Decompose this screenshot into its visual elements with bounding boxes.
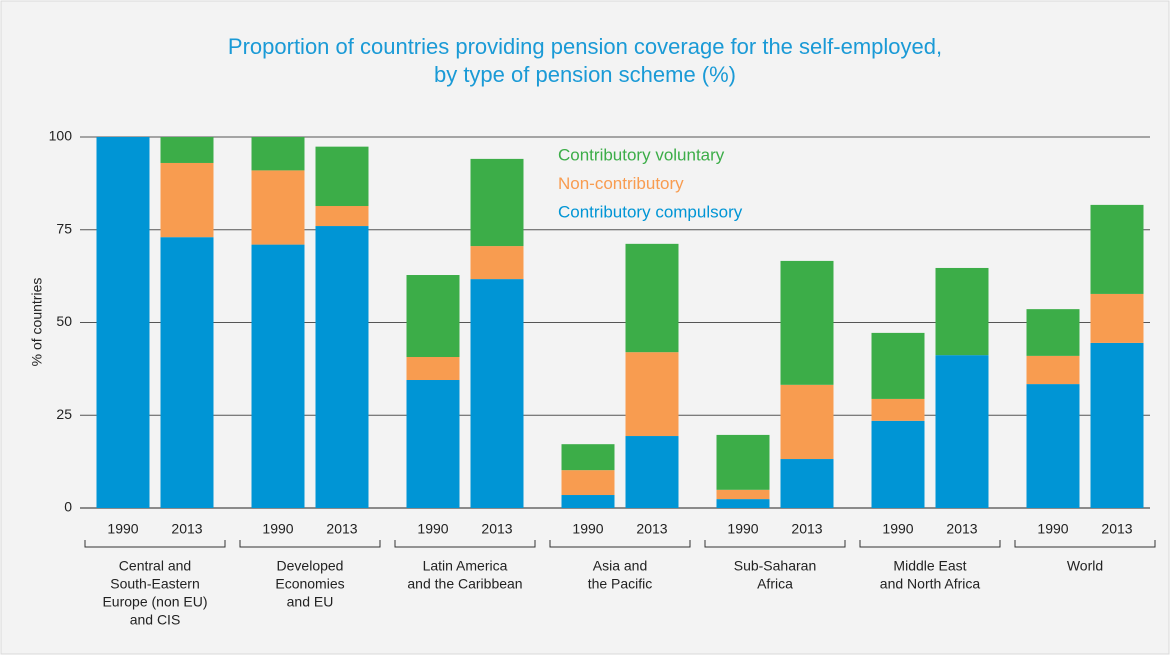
group-label: Central and xyxy=(119,558,191,574)
bar-segment xyxy=(160,162,214,238)
group-label: Africa xyxy=(757,576,793,592)
bar-segment xyxy=(871,332,925,399)
x-tick-label: 1990 xyxy=(417,521,448,537)
legend-entry: Contributory voluntary xyxy=(558,145,725,164)
y-tick-label: 100 xyxy=(49,128,73,144)
group-label: and CIS xyxy=(130,612,181,628)
group-label: Asia and xyxy=(593,558,647,574)
group-label: Europe (non EU) xyxy=(102,594,207,610)
bar-segment xyxy=(561,495,615,508)
bar-segment xyxy=(871,420,925,508)
chart-title: by type of pension scheme (%) xyxy=(434,62,736,87)
bar-segment xyxy=(716,434,770,490)
bar-segment xyxy=(625,243,679,353)
x-tick-label: 2013 xyxy=(326,521,357,537)
bar-segment xyxy=(716,499,770,508)
bar-segment xyxy=(561,444,615,471)
group-bracket xyxy=(84,540,226,548)
group-label: Developed xyxy=(277,558,344,574)
bar-segment xyxy=(935,355,989,508)
bar-segment xyxy=(470,246,524,280)
bar-segment xyxy=(470,158,524,247)
x-tick-label: 1990 xyxy=(1037,521,1068,537)
group-label: World xyxy=(1067,558,1103,574)
x-tick-label: 2013 xyxy=(481,521,512,537)
group-label: Economies xyxy=(275,576,344,592)
y-tick-label: 50 xyxy=(56,313,72,329)
bar-segment xyxy=(1026,384,1080,508)
bar-segment xyxy=(1026,309,1080,356)
bar-segment xyxy=(871,398,925,421)
group-label: the Pacific xyxy=(588,576,653,592)
bar-segment xyxy=(251,244,305,508)
bar-segment xyxy=(406,275,460,358)
bar-segment xyxy=(251,170,305,245)
bar-segment xyxy=(160,137,214,163)
x-tick-label: 2013 xyxy=(636,521,667,537)
bar-segment xyxy=(160,237,214,509)
bar-segment xyxy=(251,137,305,171)
group-bracket xyxy=(704,540,846,548)
x-tick-label: 2013 xyxy=(946,521,977,537)
bar-segment xyxy=(1090,204,1144,294)
chart-title: Proportion of countries providing pensio… xyxy=(228,34,942,59)
bar-segment xyxy=(315,226,369,509)
group-label: and EU xyxy=(287,594,334,610)
group-bracket xyxy=(859,540,1001,548)
group-label: and North Africa xyxy=(880,576,981,592)
bar-segment xyxy=(406,357,460,381)
group-bracket xyxy=(549,540,691,548)
legend-entry: Contributory compulsory xyxy=(558,202,743,221)
x-tick-label: 1990 xyxy=(572,521,603,537)
group-label: and the Caribbean xyxy=(407,576,522,592)
bar-segment xyxy=(96,137,150,508)
bar-segment xyxy=(780,384,834,460)
bar-segment xyxy=(470,279,524,508)
group-label: South-Eastern xyxy=(110,576,200,592)
x-tick-label: 1990 xyxy=(107,521,138,537)
group-label: Sub-Saharan xyxy=(734,558,817,574)
y-tick-label: 0 xyxy=(64,499,72,515)
bar-segment xyxy=(780,459,834,508)
bar-segment xyxy=(1090,342,1144,508)
bar-segment xyxy=(1026,355,1080,385)
bar-segment xyxy=(1090,293,1144,343)
group-bracket xyxy=(1014,540,1156,548)
bar-segment xyxy=(406,380,460,508)
x-tick-label: 1990 xyxy=(727,521,758,537)
bar-segment xyxy=(315,146,369,207)
legend-entry: Non-contributory xyxy=(558,174,684,193)
bar-segment xyxy=(625,436,679,508)
group-bracket xyxy=(239,540,381,548)
bar-segment xyxy=(780,260,834,385)
y-tick-label: 25 xyxy=(56,406,72,422)
group-label: Middle East xyxy=(893,558,966,574)
group-label: Latin America xyxy=(423,558,508,574)
bar-segment xyxy=(935,267,989,356)
x-tick-label: 2013 xyxy=(1101,521,1132,537)
y-tick-label: 75 xyxy=(56,220,72,236)
x-tick-label: 1990 xyxy=(882,521,913,537)
bar-segment xyxy=(716,489,770,500)
x-tick-label: 2013 xyxy=(171,521,202,537)
x-tick-label: 1990 xyxy=(262,521,293,537)
group-bracket xyxy=(394,540,536,548)
bar-segment xyxy=(315,206,369,227)
bar-segment xyxy=(625,352,679,437)
bar-segment xyxy=(561,470,615,496)
y-axis-label: % of countries xyxy=(29,278,45,367)
x-tick-label: 2013 xyxy=(791,521,822,537)
